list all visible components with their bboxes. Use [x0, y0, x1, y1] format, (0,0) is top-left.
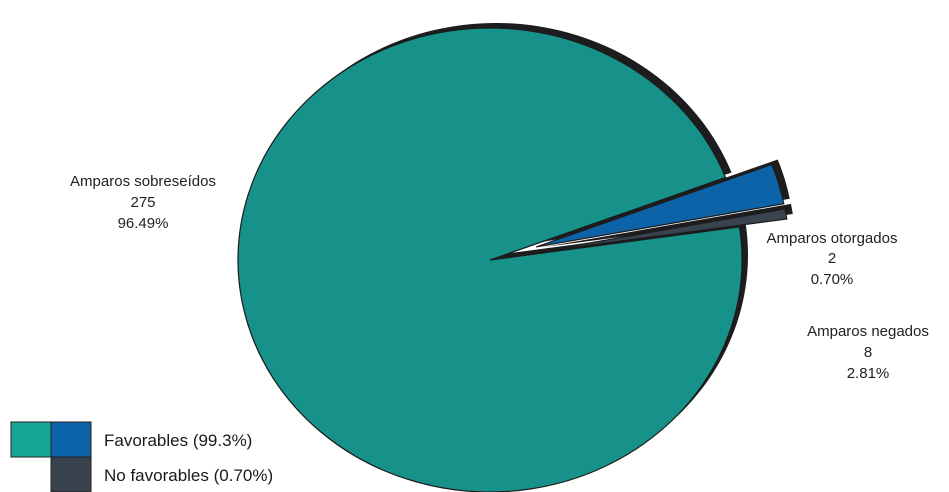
- legend-item-no-favorables: No favorables (0.70%): [50, 456, 273, 492]
- pie-slice-amparos-sobreseidos: [237, 27, 743, 492]
- pie-slice-amparos-negados: [535, 163, 785, 248]
- label-amparos-sobreseidos: Amparos sobreseídos 275 96.49%: [70, 173, 216, 232]
- label-otorgados-percent: 0.70%: [811, 271, 854, 288]
- legend-label-favorables: Favorables (99.3%): [104, 431, 252, 450]
- legend-swatch-gray: [50, 456, 92, 492]
- legend-label-no-favorables: No favorables (0.70%): [104, 466, 273, 485]
- label-sobreseidos-count: 275: [130, 194, 155, 211]
- label-negados-count: 8: [864, 344, 872, 361]
- label-sobreseidos-name: Amparos sobreseídos: [70, 173, 216, 190]
- label-otorgados-name: Amparos otorgados: [767, 230, 898, 247]
- label-negados-percent: 2.81%: [847, 365, 890, 382]
- label-otorgados-count: 2: [828, 250, 836, 267]
- legend-swatch-blue: [50, 421, 92, 458]
- label-amparos-otorgados: Amparos otorgados 2 0.70%: [767, 230, 898, 288]
- pie-slice-amparos-otorgados: [537, 208, 788, 253]
- label-sobreseidos-percent: 96.49%: [118, 215, 169, 232]
- legend-swatch-teal: [10, 421, 52, 458]
- legend: Favorables (99.3%) No favorables (0.70%): [10, 421, 273, 492]
- legend-item-favorables: Favorables (99.3%): [10, 421, 252, 458]
- pie-slices: [237, 27, 788, 492]
- label-negados-name: Amparos negados: [807, 323, 929, 340]
- label-amparos-negados: Amparos negados 8 2.81%: [807, 323, 929, 382]
- pie-shadow-amparos-otorgados: [543, 203, 793, 248]
